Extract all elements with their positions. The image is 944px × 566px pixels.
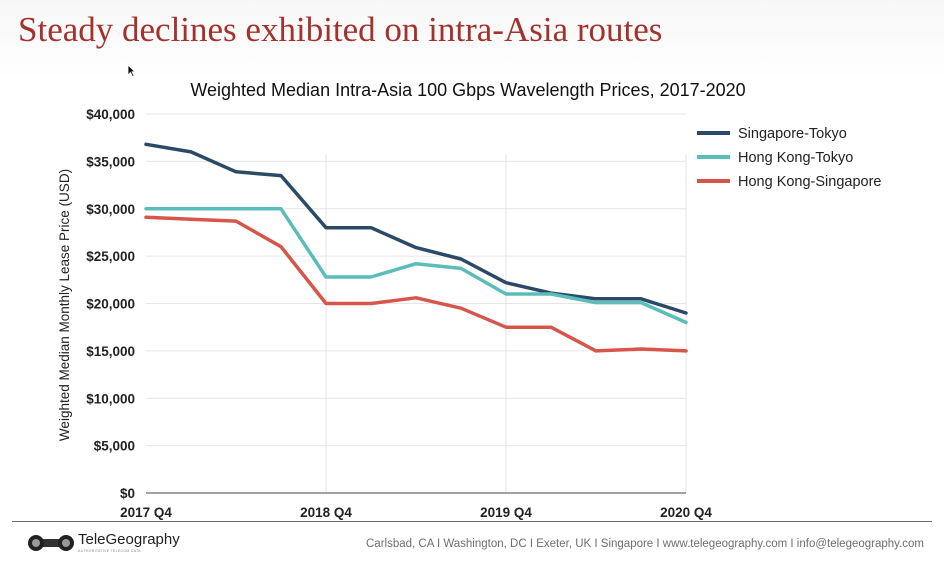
x-tick-label: 2017 Q4 xyxy=(120,505,172,520)
legend-label: Singapore-Tokyo xyxy=(738,126,847,142)
y-tick-label: $10,000 xyxy=(86,391,135,406)
x-tick-label: 2019 Q4 xyxy=(480,505,532,520)
y-tick-label: $35,000 xyxy=(86,154,135,169)
legend-label: Hong Kong-Singapore xyxy=(738,174,882,190)
x-tick-label: 2020 Q4 xyxy=(660,505,712,520)
series-line-singapore-tokyo xyxy=(144,142,688,315)
footer-contact: Carlsbad, CA I Washington, DC I Exeter, … xyxy=(366,538,924,550)
y-tick-label: $5,000 xyxy=(94,439,135,454)
x-tick-label: 2018 Q4 xyxy=(300,505,352,520)
series-lines xyxy=(144,142,688,353)
y-tick-label: $30,000 xyxy=(86,202,135,217)
y-tick-label: $0 xyxy=(120,486,135,501)
line-chart: Weighted Median Intra-Asia 100 Gbps Wave… xyxy=(57,80,882,520)
legend: Singapore-Tokyo Hong Kong-Tokyo Hong Kong-… xyxy=(697,126,882,190)
logo-text: TeleGeography xyxy=(78,531,180,548)
y-axis-ticks: $0 $5,000 $10,000 $15,000 $20,000 $25,000 $30,… xyxy=(86,107,135,501)
chart-title: Weighted Median Intra-Asia 100 Gbps Wave… xyxy=(190,80,745,100)
y-tick-label: $15,000 xyxy=(86,344,135,359)
y-tick-label: $40,000 xyxy=(86,107,135,122)
cursor-icon xyxy=(127,64,136,77)
telegeography-logo-icon xyxy=(28,535,74,551)
x-axis-ticks: 2017 Q4 2018 Q4 2019 Q4 2020 Q4 xyxy=(120,505,712,520)
series-line-hong-kong-singapore xyxy=(144,215,688,353)
y-tick-label: $25,000 xyxy=(86,249,135,264)
series-line-hong-kong-tokyo xyxy=(144,207,688,325)
y-tick-label: $20,000 xyxy=(86,297,135,312)
y-axis-label: Weighted Median Monthly Lease Price (USD… xyxy=(57,169,72,441)
footer-divider xyxy=(12,521,932,522)
slide-title: Steady declines exhibited on intra-Asia … xyxy=(18,10,663,49)
logo-tagline: AUTHORITATIVE TELECOM DATA xyxy=(78,549,141,553)
legend-label: Hong Kong-Tokyo xyxy=(738,150,853,166)
